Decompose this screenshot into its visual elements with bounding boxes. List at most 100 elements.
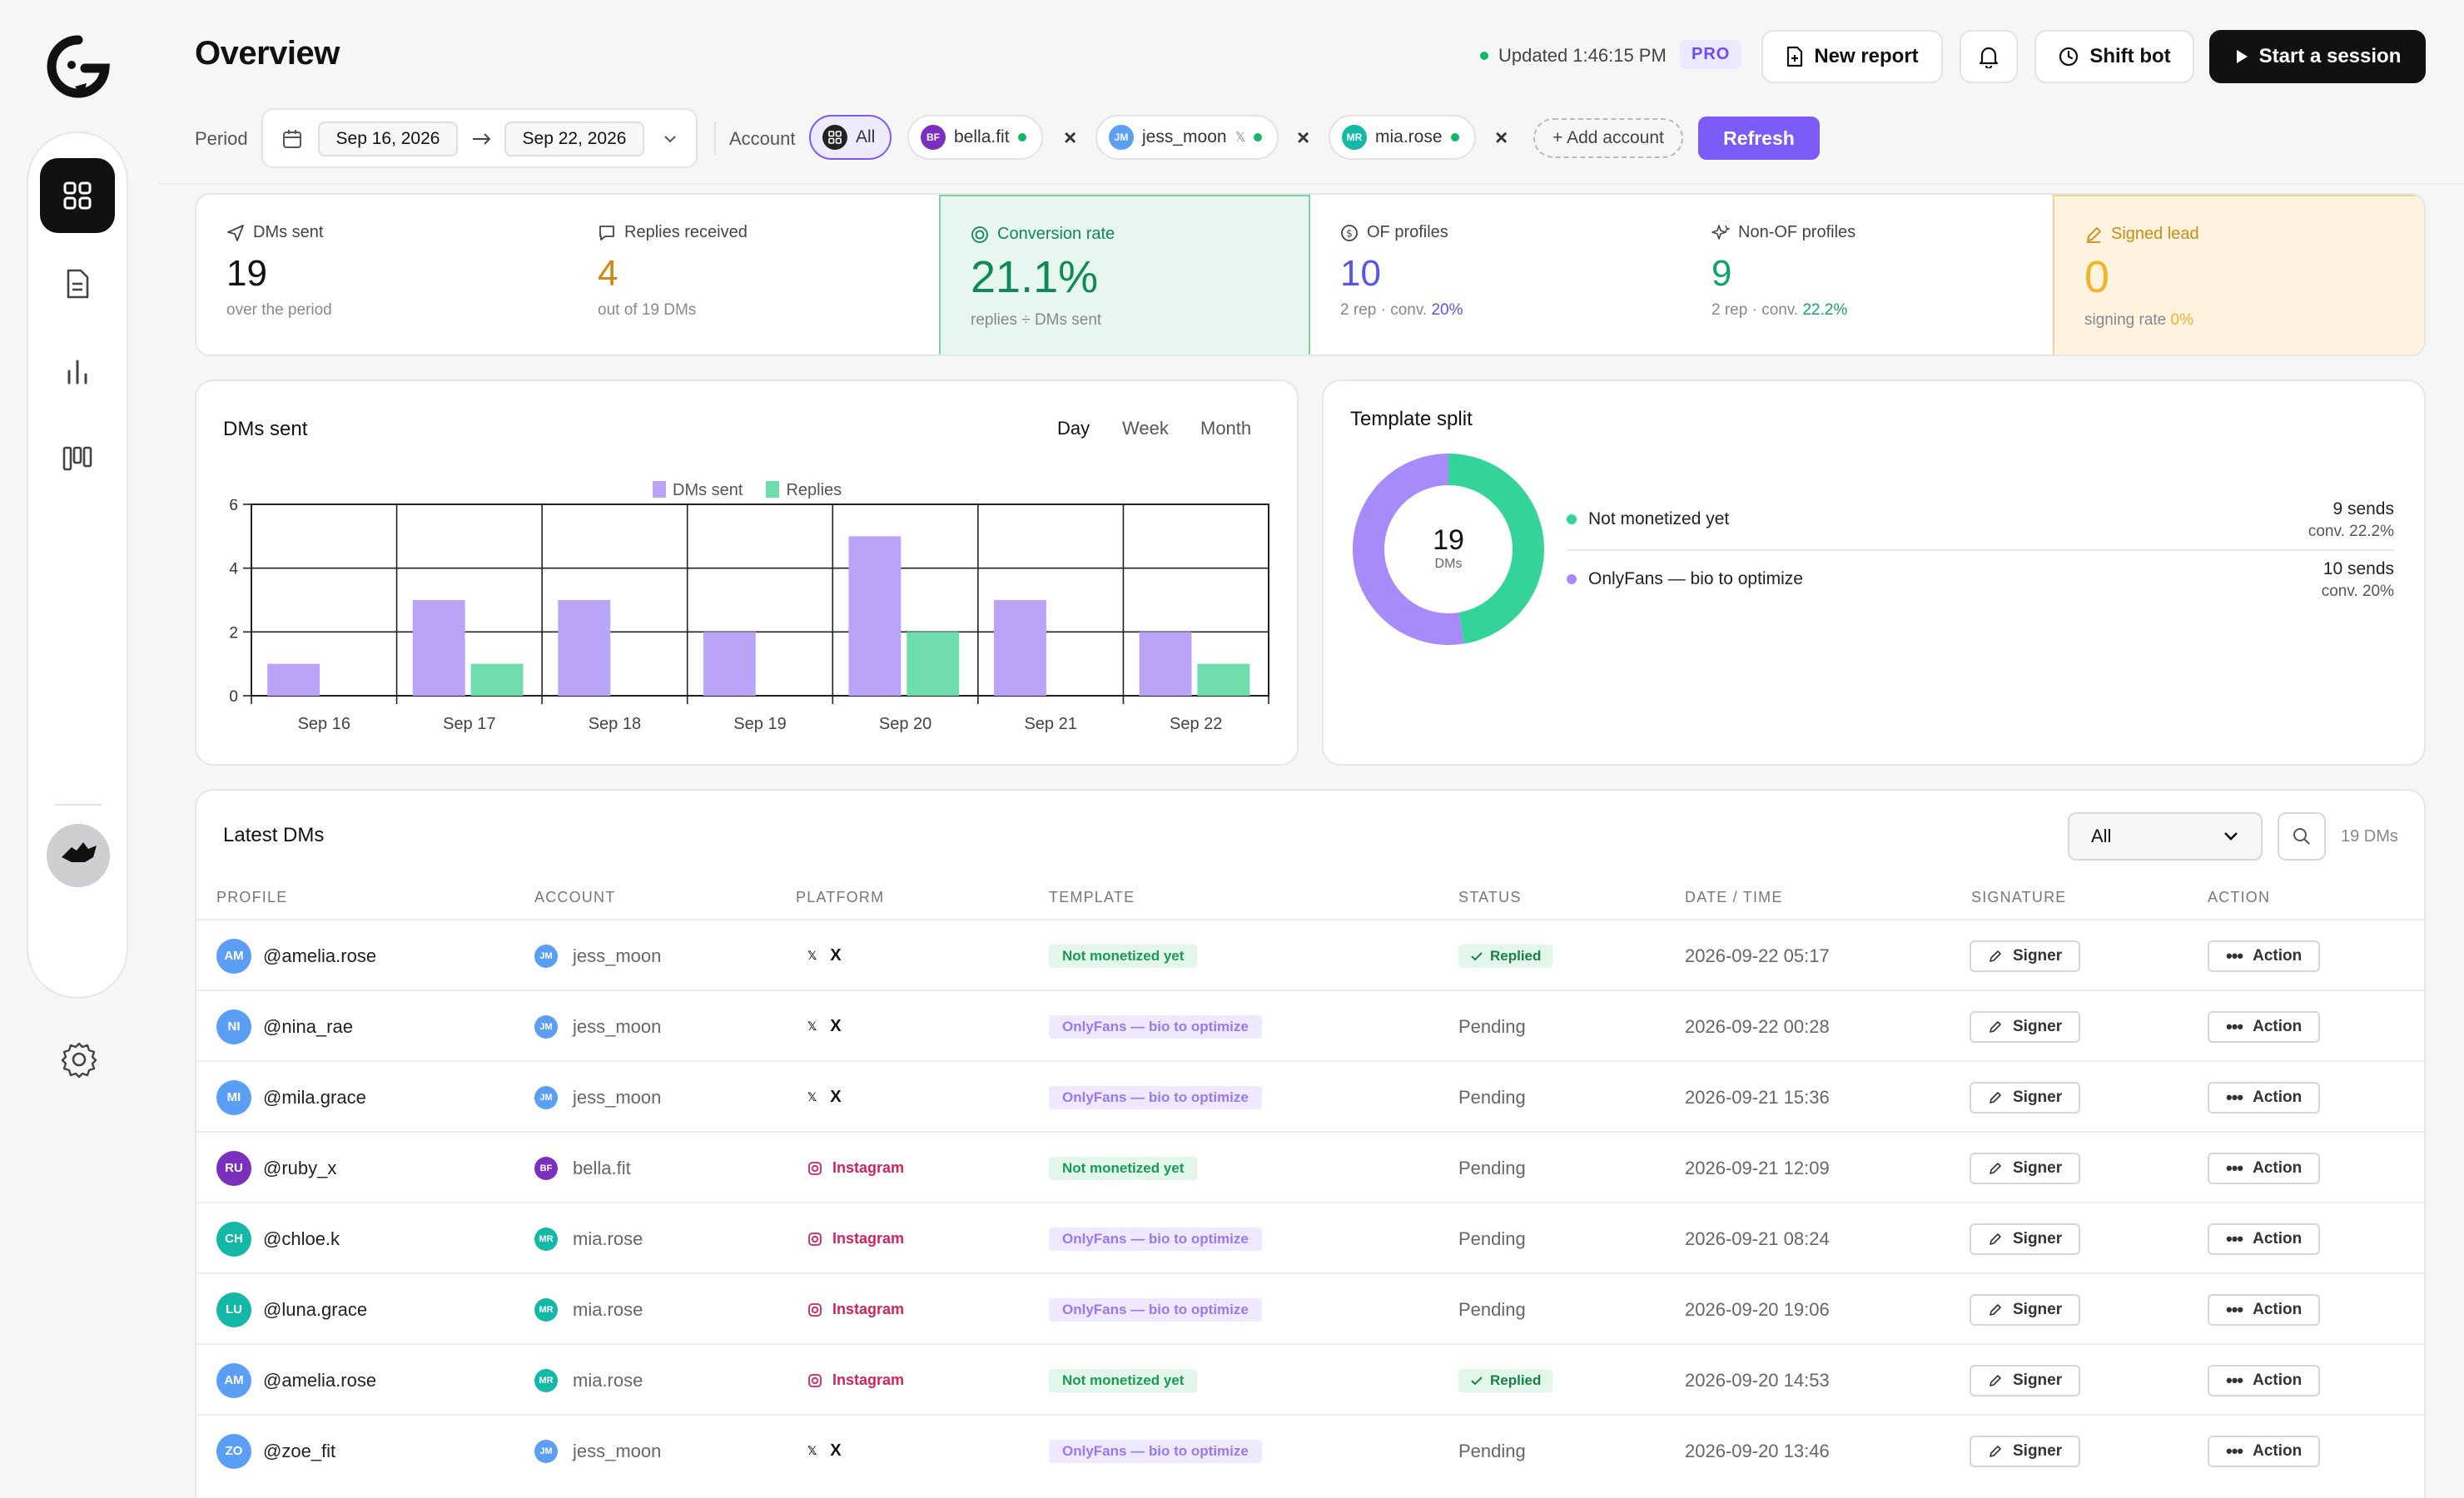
profile-cell[interactable]: RU @ruby_x xyxy=(216,1133,336,1203)
table-row[interactable]: RU @ruby_x BF bella.fit Instagram Not mo… xyxy=(196,1131,2424,1202)
profile-cell[interactable]: AM @amelia.rose xyxy=(216,1345,376,1416)
account-filter-all[interactable]: All xyxy=(809,115,892,160)
signer-button[interactable]: Signer xyxy=(1970,1293,2081,1326)
stat-sub: over the period xyxy=(226,301,332,319)
range-day-tab[interactable]: Day xyxy=(1057,418,1090,439)
template-conv: conv. 22.2% xyxy=(2308,523,2394,540)
notifications-button[interactable] xyxy=(1960,30,2018,83)
col-header-profile[interactable]: PROFILE xyxy=(216,889,288,905)
nav-analytics[interactable] xyxy=(40,335,115,409)
profile-cell[interactable]: NI @nina_rae xyxy=(216,991,353,1062)
y-tick-label: 6 xyxy=(229,499,238,514)
arrow-right-icon xyxy=(473,133,491,145)
signer-button[interactable]: Signer xyxy=(1970,1081,2081,1114)
col-header-account[interactable]: ACCOUNT xyxy=(534,889,616,905)
account-chip-mia[interactable]: MR mia.rose xyxy=(1329,115,1476,160)
action-button[interactable]: ••• Action xyxy=(2208,1010,2321,1043)
remove-account-mia-button[interactable]: × xyxy=(1495,125,1508,150)
new-report-label: New report xyxy=(1814,45,1919,67)
action-button[interactable]: ••• Action xyxy=(2208,1364,2321,1396)
action-cell: ••• Action xyxy=(2208,991,2321,1062)
stat-sub-text: signing rate xyxy=(2084,311,2167,329)
date-to-input[interactable]: Sep 22, 2026 xyxy=(504,122,644,156)
status-cell: Pending xyxy=(1458,1416,1526,1486)
remove-account-bella-button[interactable]: × xyxy=(1064,125,1077,150)
profile-handle: @mila.grace xyxy=(263,1086,366,1108)
col-header-platform[interactable]: PLATFORM xyxy=(796,889,885,905)
action-button[interactable]: ••• Action xyxy=(2208,940,2321,972)
start-session-button[interactable]: Start a session xyxy=(2209,30,2426,83)
stat-value: 0 xyxy=(2084,252,2110,302)
profile-cell[interactable]: MI @mila.grace xyxy=(216,1062,366,1133)
shift-bot-button[interactable]: Shift bot xyxy=(2034,30,2194,83)
add-account-button[interactable]: + Add account xyxy=(1533,118,1683,158)
settings-icon[interactable] xyxy=(60,1040,98,1079)
account-chip-jess[interactable]: JM jess_moon 𝕏 xyxy=(1095,115,1279,160)
template-badge: OnlyFans — bio to optimize xyxy=(1049,1014,1262,1039)
search-button[interactable] xyxy=(2278,812,2326,861)
action-button[interactable]: ••• Action xyxy=(2208,1152,2321,1184)
signer-button[interactable]: Signer xyxy=(1970,1223,2081,1255)
action-label: Action xyxy=(2253,1158,2303,1177)
stat-non-of-profiles: Non-OF profiles 9 2 rep · conv. 22.2% xyxy=(1682,195,2053,355)
table-row[interactable]: CH @chloe.k MR mia.rose Instagram OnlyFa… xyxy=(196,1202,2424,1272)
profile-cell[interactable]: LU @luna.grace xyxy=(216,1274,367,1345)
signer-label: Signer xyxy=(2013,1441,2063,1460)
more-icon: ••• xyxy=(2226,1086,2243,1108)
template-badge: OnlyFans — bio to optimize xyxy=(1049,1439,1262,1463)
signer-button[interactable]: Signer xyxy=(1970,1010,2081,1043)
period-picker[interactable]: Sep 16, 2026 Sep 22, 2026 xyxy=(261,108,698,168)
range-month-tab[interactable]: Month xyxy=(1200,418,1252,439)
action-button[interactable]: ••• Action xyxy=(2208,1081,2321,1114)
signer-button[interactable]: Signer xyxy=(1970,1435,2081,1467)
signature-cell: Signer xyxy=(1970,1345,2081,1416)
stat-sub-text: 2 rep · conv. xyxy=(1711,301,1799,319)
col-header-datetime[interactable]: DATE / TIME xyxy=(1685,889,1783,905)
action-button[interactable]: ••• Action xyxy=(2208,1293,2321,1326)
table-row[interactable]: AM @amelia.rose MR mia.rose Instagram No… xyxy=(196,1343,2424,1414)
col-header-status[interactable]: STATUS xyxy=(1458,889,1522,905)
action-cell: ••• Action xyxy=(2208,1345,2321,1416)
profile-cell[interactable]: ZO @zoe_fit xyxy=(216,1416,335,1486)
col-header-action[interactable]: ACTION xyxy=(2208,889,2271,905)
signer-button[interactable]: Signer xyxy=(1970,1364,2081,1396)
range-week-tab[interactable]: Week xyxy=(1122,418,1169,439)
account-chip-bella[interactable]: BF bella.fit xyxy=(907,115,1043,160)
col-header-signature[interactable]: SIGNATURE xyxy=(1971,889,2067,905)
bell-icon xyxy=(1979,47,1999,68)
signer-label: Signer xyxy=(2013,946,2063,965)
date-from-input[interactable]: Sep 16, 2026 xyxy=(318,122,458,156)
action-button[interactable]: ••• Action xyxy=(2208,1435,2321,1467)
col-header-template[interactable]: TEMPLATE xyxy=(1049,889,1135,905)
user-avatar[interactable] xyxy=(47,824,110,887)
table-row[interactable]: LU @luna.grace MR mia.rose Instagram Onl… xyxy=(196,1272,2424,1343)
new-report-button[interactable]: New report xyxy=(1761,30,1943,83)
refresh-button[interactable]: Refresh xyxy=(1698,117,1820,160)
remove-account-jess-button[interactable]: × xyxy=(1297,125,1310,150)
status-filter-select[interactable]: All xyxy=(2068,812,2263,861)
x-tick-label: Sep 17 xyxy=(443,715,495,733)
nav-dashboard[interactable] xyxy=(40,158,115,233)
brand-logo[interactable] xyxy=(45,35,112,102)
instagram-icon xyxy=(808,1161,822,1175)
action-button[interactable]: ••• Action xyxy=(2208,1223,2321,1255)
nav-board[interactable] xyxy=(40,421,115,496)
status-text: Replied xyxy=(1490,1372,1542,1388)
kanban-icon xyxy=(62,446,92,471)
account-name: mia.rose xyxy=(573,1369,643,1391)
signer-button[interactable]: Signer xyxy=(1970,1152,2081,1184)
profile-cell[interactable]: AM @amelia.rose xyxy=(216,920,376,991)
profile-cell[interactable]: CH @chloe.k xyxy=(216,1203,340,1274)
filter-value: All xyxy=(2091,826,2112,846)
signer-button[interactable]: Signer xyxy=(1970,940,2081,972)
action-label: Action xyxy=(2253,1088,2303,1106)
pen-icon xyxy=(1990,1374,2001,1386)
nav-documents[interactable] xyxy=(40,246,115,321)
dms-chart-card xyxy=(195,379,1299,766)
platform-text: X xyxy=(830,946,842,965)
